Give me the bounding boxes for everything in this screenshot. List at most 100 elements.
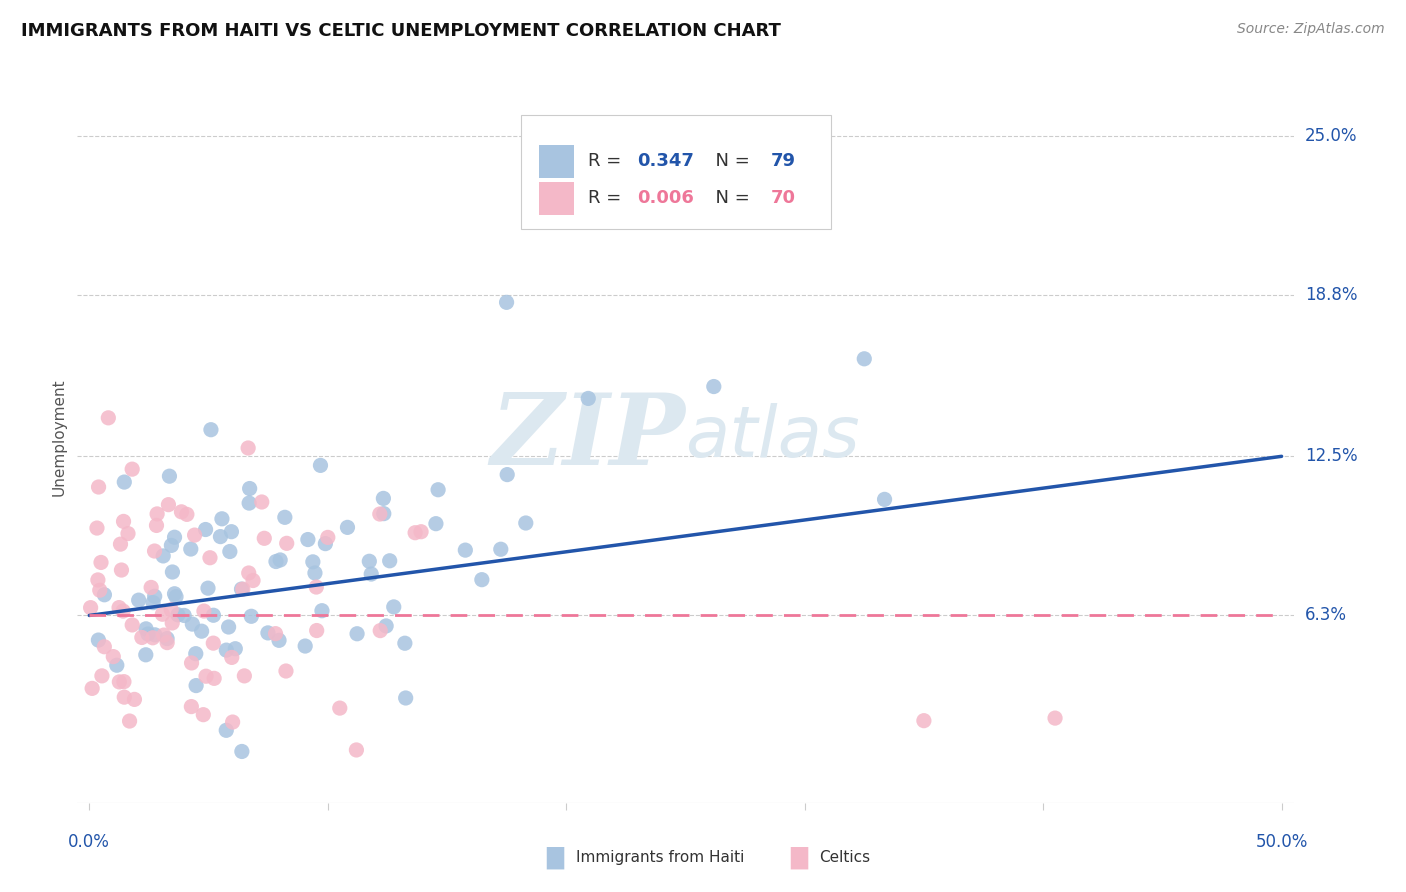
Text: █: █ bbox=[547, 847, 564, 869]
Point bbox=[276, 536, 298, 550]
Point bbox=[221, 714, 243, 729]
Point bbox=[238, 496, 260, 510]
Point bbox=[135, 648, 157, 662]
Point bbox=[215, 643, 238, 657]
Text: R =: R = bbox=[588, 189, 627, 208]
Point bbox=[157, 498, 180, 512]
Text: R =: R = bbox=[588, 153, 627, 170]
Point bbox=[873, 492, 896, 507]
Point bbox=[395, 691, 418, 706]
Point bbox=[224, 641, 246, 656]
Point bbox=[156, 635, 179, 649]
Point bbox=[257, 626, 280, 640]
Point bbox=[236, 441, 259, 455]
Point bbox=[165, 590, 187, 604]
Point bbox=[375, 619, 398, 633]
Text: 79: 79 bbox=[770, 153, 796, 170]
Point bbox=[121, 462, 143, 476]
Point bbox=[394, 636, 416, 650]
Point bbox=[108, 600, 131, 615]
Point bbox=[202, 636, 225, 650]
Point bbox=[193, 707, 215, 722]
Point bbox=[368, 624, 391, 638]
Point bbox=[250, 495, 273, 509]
Point bbox=[180, 699, 202, 714]
Point bbox=[124, 692, 146, 706]
Point bbox=[153, 628, 176, 642]
Point bbox=[316, 530, 339, 544]
Point bbox=[112, 674, 135, 689]
Point bbox=[373, 507, 395, 521]
Text: Celtics: Celtics bbox=[820, 850, 870, 865]
Text: atlas: atlas bbox=[686, 402, 860, 472]
Point bbox=[242, 574, 264, 588]
Point bbox=[170, 505, 193, 519]
Point bbox=[233, 669, 256, 683]
Point bbox=[89, 583, 111, 598]
Point bbox=[121, 618, 143, 632]
Point bbox=[267, 633, 290, 648]
Point bbox=[118, 714, 141, 728]
Point bbox=[311, 604, 333, 618]
Text: Immigrants from Haiti: Immigrants from Haiti bbox=[576, 850, 744, 865]
Point bbox=[471, 573, 494, 587]
Point bbox=[112, 604, 135, 618]
Point bbox=[176, 508, 198, 522]
Point bbox=[184, 679, 207, 693]
Point bbox=[202, 671, 225, 685]
Text: 0.347: 0.347 bbox=[637, 153, 693, 170]
Point bbox=[515, 516, 537, 530]
Text: 50.0%: 50.0% bbox=[1256, 833, 1308, 851]
Point bbox=[197, 581, 219, 595]
Point bbox=[183, 528, 205, 542]
Point bbox=[143, 589, 166, 603]
Point bbox=[82, 681, 104, 696]
Point bbox=[425, 516, 447, 531]
Point bbox=[112, 515, 135, 529]
FancyBboxPatch shape bbox=[522, 115, 831, 228]
FancyBboxPatch shape bbox=[540, 182, 574, 215]
Point bbox=[378, 554, 401, 568]
Point bbox=[344, 743, 367, 757]
Point bbox=[112, 690, 135, 705]
Point bbox=[218, 620, 240, 634]
Point bbox=[103, 649, 125, 664]
Point bbox=[264, 626, 287, 640]
Point bbox=[87, 633, 110, 648]
Point bbox=[1043, 711, 1066, 725]
Point bbox=[305, 624, 328, 638]
Point bbox=[297, 533, 319, 547]
Text: Source: ZipAtlas.com: Source: ZipAtlas.com bbox=[1237, 22, 1385, 37]
Point bbox=[143, 544, 166, 558]
Point bbox=[294, 639, 316, 653]
Point bbox=[136, 627, 159, 641]
Point bbox=[152, 549, 174, 563]
Point bbox=[359, 554, 381, 568]
Point bbox=[302, 555, 325, 569]
Point bbox=[143, 628, 166, 642]
Point bbox=[373, 491, 395, 506]
Point bbox=[454, 543, 477, 558]
Point bbox=[409, 524, 432, 539]
Point bbox=[194, 523, 217, 537]
Point bbox=[90, 669, 112, 683]
Point bbox=[1317, 128, 1340, 143]
Point bbox=[163, 530, 186, 544]
Text: 70: 70 bbox=[770, 189, 796, 208]
Point bbox=[912, 714, 935, 728]
Point bbox=[329, 701, 352, 715]
Point bbox=[146, 507, 169, 521]
Point bbox=[184, 647, 207, 661]
Point bbox=[181, 617, 204, 632]
Point bbox=[93, 588, 115, 602]
Point bbox=[314, 536, 336, 550]
Point bbox=[200, 423, 222, 437]
Point bbox=[93, 640, 115, 654]
Point bbox=[198, 550, 221, 565]
Point bbox=[576, 392, 599, 406]
Point bbox=[159, 469, 181, 483]
Text: N =: N = bbox=[703, 153, 755, 170]
Point bbox=[87, 573, 110, 587]
Point bbox=[128, 593, 150, 607]
Point bbox=[131, 631, 153, 645]
